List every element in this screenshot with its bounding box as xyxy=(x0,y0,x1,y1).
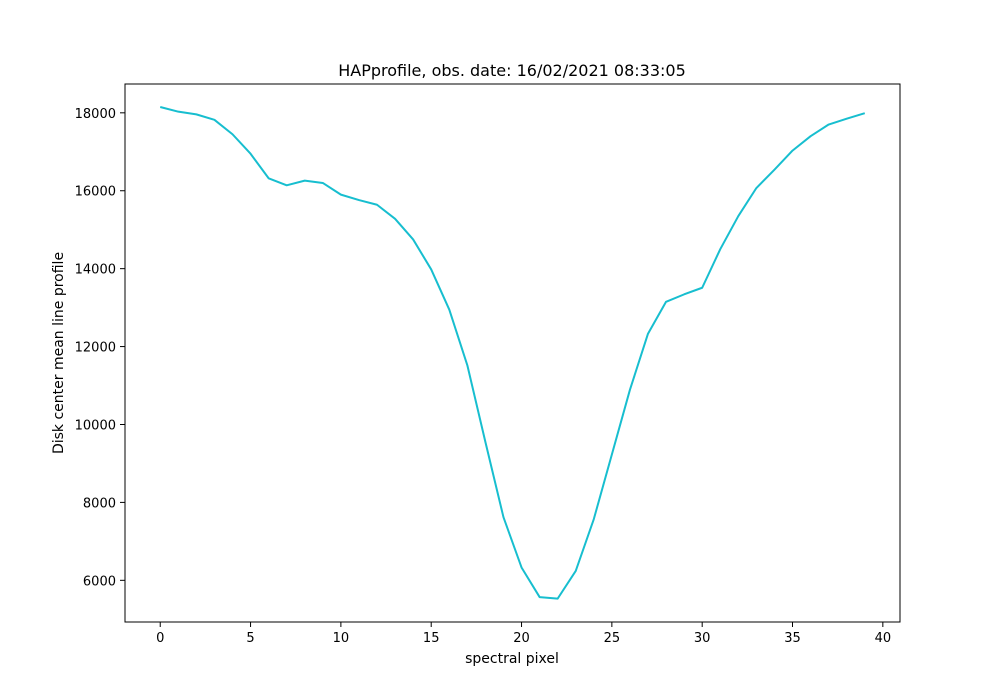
plot-area xyxy=(159,106,866,600)
x-axis: 0 5 10 15 20 25 30 35 40 xyxy=(156,622,891,646)
x-tick-label: 0 xyxy=(156,631,164,646)
x-axis-label: spectral pixel xyxy=(465,651,559,667)
y-tick-label: 18000 xyxy=(75,107,116,122)
x-tick-label: 35 xyxy=(784,631,801,646)
chart-title: HAPprofile, obs. date: 16/02/2021 08:33:… xyxy=(338,61,686,80)
x-tick-label: 30 xyxy=(694,631,711,646)
x-tick-label: 5 xyxy=(246,631,254,646)
x-tick-label: 20 xyxy=(513,631,530,646)
plot-frame xyxy=(124,83,901,623)
y-tick-label: 10000 xyxy=(75,418,116,433)
y-axis-label: Disk center mean line profile xyxy=(51,252,67,454)
y-tick-label: 14000 xyxy=(75,263,116,278)
y-tick-label: 8000 xyxy=(83,496,116,511)
series-line-0 xyxy=(159,106,866,600)
x-tick-label: 25 xyxy=(604,631,621,646)
x-tick-label: 10 xyxy=(333,631,350,646)
y-tick-label: 12000 xyxy=(75,341,116,356)
y-tick-label: 16000 xyxy=(75,185,116,200)
x-tick-label: 40 xyxy=(875,631,892,646)
y-tick-label: 6000 xyxy=(83,574,116,589)
y-axis: 6000 8000 10000 12000 14000 16000 18000 xyxy=(75,107,125,589)
x-tick-label: 15 xyxy=(423,631,440,646)
